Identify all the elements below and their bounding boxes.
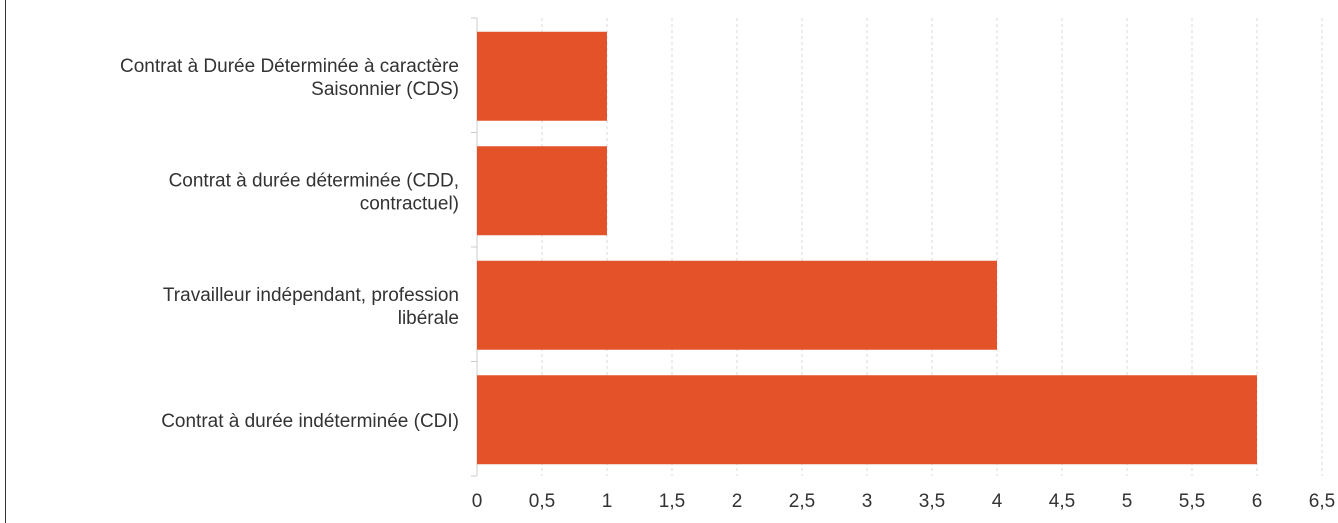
bars-layer <box>477 31 1257 465</box>
x-tick-label: 1,5 <box>659 491 685 512</box>
bar <box>477 146 607 236</box>
bar <box>477 31 607 121</box>
category-label: Contrat à durée déterminée (CDD, contract… <box>169 170 459 214</box>
x-tick-label: 0 <box>472 491 483 512</box>
x-tick-label: 3 <box>862 491 873 512</box>
x-tick-label: 6,5 <box>1309 491 1335 512</box>
bar <box>477 260 997 350</box>
category-label: Travailleur indépendant, profession libér… <box>163 285 459 329</box>
frame-left-border <box>5 0 6 523</box>
bar <box>477 375 1257 465</box>
x-tick-label: 5,5 <box>1179 491 1205 512</box>
x-tick-labels: 0 0,5 1 1,5 2 2,5 3 3,5 4 4,5 5 5,5 6 6,5 <box>472 491 1336 512</box>
x-tick-label: 3,5 <box>919 491 945 512</box>
x-tick-label: 6 <box>1252 491 1263 512</box>
category-label: Contrat à Durée Déterminée à caractère Sa… <box>120 56 459 100</box>
x-tick-label: 2,5 <box>789 491 815 512</box>
x-tick-label: 4,5 <box>1049 491 1075 512</box>
category-labels: Contrat à Durée Déterminée à caractère Sa… <box>120 56 459 432</box>
x-tick-label: 2 <box>732 491 743 512</box>
category-label: Contrat à durée indéterminée (CDI) <box>161 411 459 432</box>
x-tick-label: 0,5 <box>529 491 555 512</box>
x-tick-label: 1 <box>602 491 613 512</box>
x-tick-label: 4 <box>992 491 1003 512</box>
x-tick-label: 5 <box>1122 491 1133 512</box>
